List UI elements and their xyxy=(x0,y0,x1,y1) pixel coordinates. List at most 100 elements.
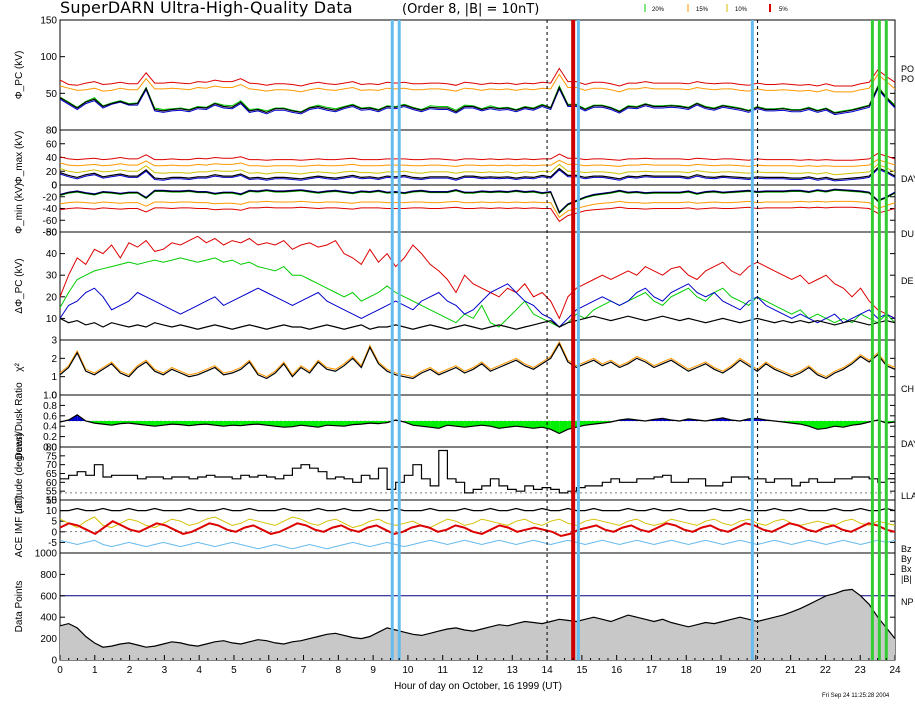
series-line-ratio-black xyxy=(59,414,896,435)
y-tick-label-imf-1: 0 xyxy=(51,527,57,538)
series-line-phi_pc-pct20 xyxy=(59,84,896,113)
y-tick-label-phi_min-1: -60 xyxy=(43,216,58,227)
right-label-imf-3: |B| xyxy=(901,574,912,584)
ratio-fill-segment-42 xyxy=(421,421,431,428)
ratio-fill-segment-87 xyxy=(808,421,818,430)
series-fill-npts-0 xyxy=(60,589,895,660)
series-line-imf-pct5 xyxy=(59,520,896,538)
ratio-fill-segment-20 xyxy=(232,421,241,426)
ratio-fill-segment-88 xyxy=(817,421,827,430)
y-tick-label-latitude-5: 75 xyxy=(46,451,58,462)
x-tick-label-15: 15 xyxy=(576,665,588,676)
legend-label-5: 5% xyxy=(779,7,788,13)
y-axis-label-phi_max: Φ_max (kV) xyxy=(14,131,25,185)
y-tick-label-delta_phi-3: 40 xyxy=(46,249,58,260)
y-tick-label-npts-5: 1000 xyxy=(35,549,58,560)
x-axis-label: Hour of day on October, 16 1999 (UT) xyxy=(394,681,562,692)
ratio-fill-segment-25 xyxy=(275,421,284,428)
y-tick-label-phi_pc-0: 0 xyxy=(51,126,57,137)
series-line-imf-pct10 xyxy=(59,516,896,529)
ratio-fill-segment-47 xyxy=(464,421,474,428)
y-tick-label-latitude-0: 50 xyxy=(46,496,58,507)
x-tick-label-6: 6 xyxy=(266,665,272,676)
ratio-fill-segment-44 xyxy=(438,421,448,429)
ratio-fill-segment-26 xyxy=(283,421,293,428)
series-line-imf-black xyxy=(60,507,896,512)
x-tick-label-18: 18 xyxy=(681,665,693,676)
x-tick-label-2: 2 xyxy=(127,665,133,676)
y-tick-label-phi_min-4: 0 xyxy=(51,181,57,192)
y-tick-label-delta_phi-4: 50 xyxy=(46,228,58,239)
y-axis-label-npts: Data Points xyxy=(14,581,25,633)
y-tick-label-npts-1: 200 xyxy=(40,634,57,645)
x-tick-label-1: 1 xyxy=(92,665,98,676)
y-tick-label-ratio-3: 0.6 xyxy=(43,411,57,422)
right-label-ratio-0: DAY xyxy=(901,439,915,449)
series-line-chi2-black xyxy=(59,342,896,380)
right-label-phi_pc-0: PO xyxy=(901,64,914,74)
x-tick-label-13: 13 xyxy=(507,665,519,676)
y-tick-label-phi_min-2: -40 xyxy=(43,204,58,215)
series-line-latitude-black xyxy=(60,449,895,494)
y-tick-label-delta_phi-2: 30 xyxy=(46,271,58,282)
series-line-phi_pc-blue xyxy=(59,87,896,116)
y-tick-label-npts-4: 800 xyxy=(40,570,57,581)
y-axis-label-latitude: Latitude (degrees) xyxy=(14,433,25,514)
right-label-imf-0: Bz xyxy=(901,544,912,554)
ratio-fill-segment-51 xyxy=(499,421,508,429)
y-tick-label-npts-2: 400 xyxy=(40,613,57,624)
y-tick-label-chi2-3: 3 xyxy=(51,336,57,347)
series-line-delta_phi-black xyxy=(59,315,896,330)
y-axis-label-ratio: Dawn/Dusk Ratio xyxy=(14,382,25,460)
y-tick-label-phi_max-2: 40 xyxy=(46,153,58,164)
x-tick-label-4: 4 xyxy=(196,665,202,676)
legend-label-20: 20% xyxy=(652,7,665,13)
series-line-chi2-pct15 xyxy=(59,340,896,378)
y-tick-label-latitude-1: 55 xyxy=(46,487,58,498)
series-line-phi_max-pct15 xyxy=(59,159,896,167)
y-tick-label-npts-0: 0 xyxy=(51,656,57,667)
y-tick-label-phi_pc-3: 150 xyxy=(40,16,57,27)
y-tick-label-imf-2: 5 xyxy=(51,517,57,528)
vertical-markers-layer xyxy=(390,20,888,660)
x-tick-label-9: 9 xyxy=(370,665,376,676)
ratio-fill-segment-43 xyxy=(430,421,439,429)
legend-label-15: 15% xyxy=(696,7,709,13)
x-axis-layer: 0 1 2 3 4 5 6 7 8 9 10 11 12 13 14 15 16 17 18 19 20 21 22 23 24 xyxy=(57,655,901,676)
y-tick-label-latitude-4: 70 xyxy=(46,460,58,471)
right-label-delta_phi-0: DE xyxy=(901,276,914,286)
x-tick-label-21: 21 xyxy=(785,665,797,676)
y-tick-label-latitude-3: 65 xyxy=(46,469,58,480)
x-tick-label-10: 10 xyxy=(402,665,414,676)
chart-subtitle: (Order 8, |B| = 10nT) xyxy=(402,2,539,17)
y-tick-label-latitude-2: 60 xyxy=(46,478,58,489)
x-tick-label-14: 14 xyxy=(542,665,554,676)
x-tick-label-0: 0 xyxy=(57,665,63,676)
y-tick-label-delta_phi-1: 20 xyxy=(46,292,58,303)
y-tick-label-chi2-0: 0 xyxy=(51,391,57,402)
legend: 20% 15% 10% 5% xyxy=(644,4,788,13)
x-tick-label-7: 7 xyxy=(301,665,307,676)
y-tick-label-ratio-0: 0.0 xyxy=(43,443,57,454)
y-tick-label-phi_max-3: 60 xyxy=(46,139,58,150)
ratio-fill-segment-90 xyxy=(834,421,844,428)
series-line-phi_pc-black xyxy=(59,86,896,114)
y-tick-label-ratio-4: 0.8 xyxy=(43,401,57,412)
x-tick-label-3: 3 xyxy=(162,665,168,676)
x-tick-label-17: 17 xyxy=(646,665,658,676)
y-tick-label-phi_min-0: -80 xyxy=(43,228,58,239)
ratio-fill-segment-57 xyxy=(550,421,560,434)
series-line-phi_pc-pct5 xyxy=(59,67,896,87)
x-tick-label-20: 20 xyxy=(750,665,762,676)
series-line-npts-black xyxy=(59,588,896,648)
y-axis-label-phi_min: Φ_min (kV) xyxy=(14,183,25,234)
series-line-phi_pc-pct15 xyxy=(59,73,896,93)
x-tick-label-23: 23 xyxy=(855,665,867,676)
x-tick-label-11: 11 xyxy=(438,665,449,676)
ratio-fill-segment-6 xyxy=(111,421,121,426)
ratio-fill-segment-86 xyxy=(800,421,809,427)
series-line-imf-cyan xyxy=(59,539,896,550)
y-axis-label-phi_pc: Φ_PC (kV) xyxy=(14,51,25,100)
chart-title: SuperDARN Ultra-High-Quality Data xyxy=(60,0,353,17)
ratio-fill-segment-55 xyxy=(533,421,543,429)
